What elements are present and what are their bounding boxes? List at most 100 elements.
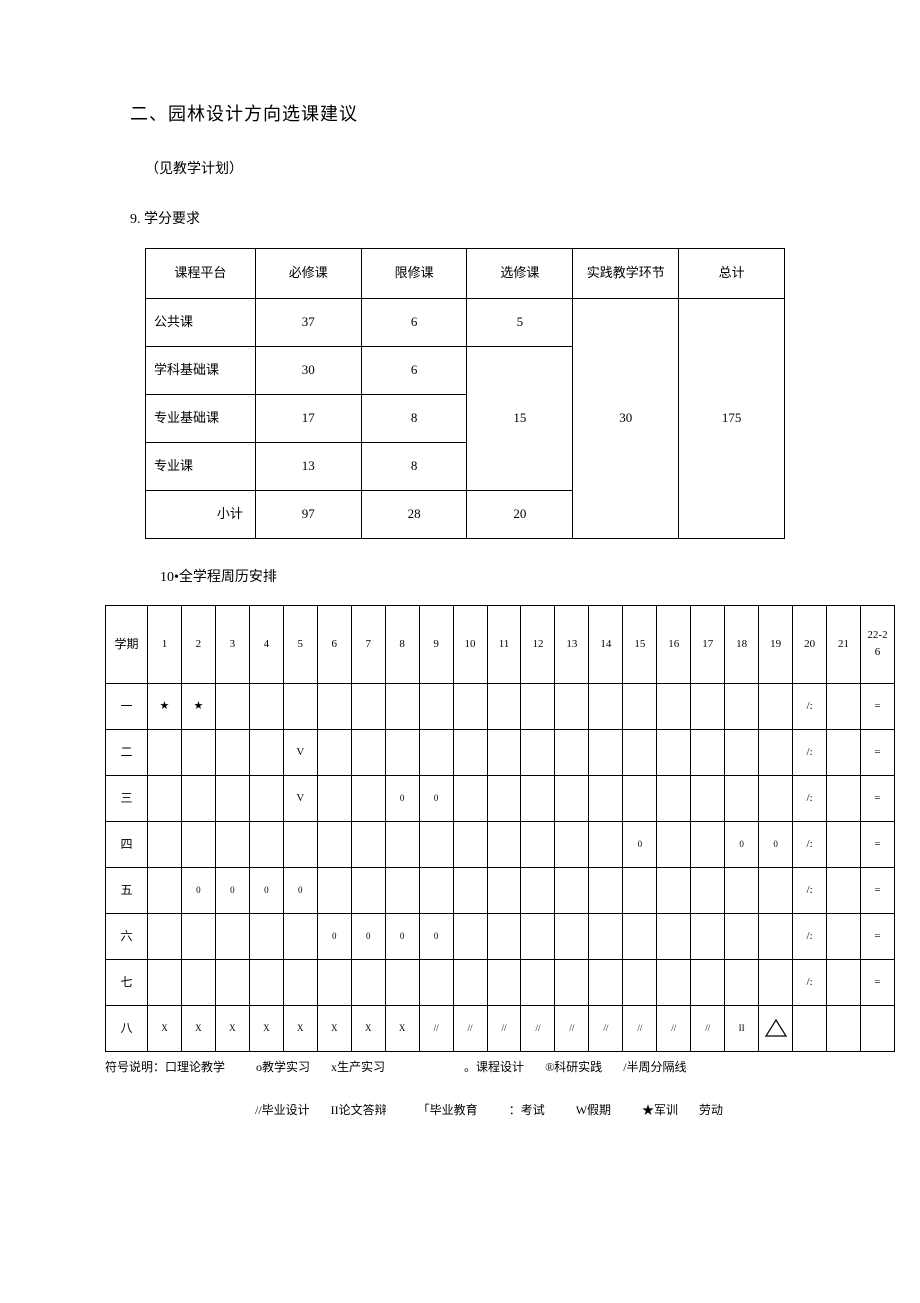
schedule-cell [487, 959, 521, 1005]
schedule-cell: // [555, 1005, 589, 1051]
schedule-cell [148, 821, 182, 867]
credits-cell: 13 [255, 442, 361, 490]
schedule-week-header: 3 [215, 605, 249, 683]
credits-cell: 37 [255, 298, 361, 346]
schedule-cell [181, 775, 215, 821]
schedule-row: 八XXXXXXXX//////////////////II [106, 1005, 895, 1051]
legend-item: W假期 [576, 1103, 611, 1117]
credits-header-cell: 限修课 [361, 248, 467, 298]
schedule-cell: V [283, 775, 317, 821]
credits-cell: 6 [361, 298, 467, 346]
schedule-week-header: 20 [793, 605, 827, 683]
schedule-cell: // [419, 1005, 453, 1051]
schedule-cell [589, 913, 623, 959]
schedule-cell: /: [793, 913, 827, 959]
schedule-term-cell: 一 [106, 683, 148, 729]
legend-line-1: 符号说明：口理论教学 o教学实习 x生产实习 。课程设计 ®科研实践 /半周分隔… [105, 1058, 850, 1077]
schedule-week-header: 4 [249, 605, 283, 683]
schedule-term-cell: 四 [106, 821, 148, 867]
schedule-cell [487, 913, 521, 959]
schedule-cell [453, 775, 487, 821]
schedule-cell [827, 821, 861, 867]
schedule-cell: ★ [181, 683, 215, 729]
schedule-cell: = [861, 683, 895, 729]
schedule-cell [385, 729, 419, 775]
schedule-cell [317, 683, 351, 729]
schedule-cell [215, 821, 249, 867]
schedule-cell [385, 959, 419, 1005]
schedule-cell: // [487, 1005, 521, 1051]
schedule-cell [657, 683, 691, 729]
schedule-cell [215, 959, 249, 1005]
schedule-cell: /: [793, 867, 827, 913]
triangle-icon [759, 1005, 793, 1051]
schedule-cell [623, 729, 657, 775]
schedule-cell [521, 683, 555, 729]
schedule-cell [215, 775, 249, 821]
credits-header-row: 课程平台 必修课 限修课 选修课 实践教学环节 总计 [146, 248, 785, 298]
schedule-row: 一★★/:= [106, 683, 895, 729]
credits-elective-merged: 15 [467, 346, 573, 490]
schedule-cell [827, 1005, 861, 1051]
schedule-cell [691, 959, 725, 1005]
schedule-cell [657, 913, 691, 959]
schedule-term-cell: 五 [106, 867, 148, 913]
schedule-cell [487, 729, 521, 775]
schedule-cell [589, 959, 623, 1005]
schedule-cell [691, 821, 725, 867]
schedule-week-header: 5 [283, 605, 317, 683]
schedule-cell: 0 [215, 867, 249, 913]
credits-total-cell: 175 [679, 298, 785, 538]
schedule-cell [725, 867, 759, 913]
schedule-header-row: 学期 12345678910111213141516171819202122-2… [106, 605, 895, 683]
legend-item: x生产实习 [331, 1060, 385, 1074]
schedule-cell [317, 959, 351, 1005]
legend-item: 。课程设计 [464, 1060, 524, 1074]
credits-cell: 8 [361, 442, 467, 490]
schedule-cell [555, 683, 589, 729]
schedule-cell [385, 821, 419, 867]
schedule-row: 三V00/:= [106, 775, 895, 821]
schedule-week-header: 18 [725, 605, 759, 683]
schedule-cell [657, 821, 691, 867]
schedule-cell: II [725, 1005, 759, 1051]
schedule-cell [283, 683, 317, 729]
schedule-cell: = [861, 821, 895, 867]
schedule-cell [691, 913, 725, 959]
schedule-row: 五0000/:= [106, 867, 895, 913]
schedule-cell [827, 959, 861, 1005]
schedule-cell [249, 683, 283, 729]
schedule-cell [487, 775, 521, 821]
schedule-cell [419, 821, 453, 867]
schedule-cell: X [385, 1005, 419, 1051]
schedule-week-header: 6 [317, 605, 351, 683]
credits-row: 公共课 37 6 5 30 175 [146, 298, 785, 346]
schedule-cell [589, 729, 623, 775]
schedule-cell [725, 775, 759, 821]
schedule-cell [351, 959, 385, 1005]
schedule-cell [148, 913, 182, 959]
schedule-cell: = [861, 867, 895, 913]
schedule-cell [657, 729, 691, 775]
schedule-cell [759, 683, 793, 729]
legend-item: ★军训 [642, 1103, 678, 1117]
schedule-cell [351, 729, 385, 775]
schedule-cell [555, 867, 589, 913]
legend-item: /半周分隔线 [623, 1060, 686, 1074]
schedule-cell [351, 821, 385, 867]
schedule-cell [419, 683, 453, 729]
schedule-week-header: 10 [453, 605, 487, 683]
schedule-cell [725, 913, 759, 959]
schedule-week-header: 22-2 6 [861, 605, 895, 683]
schedule-cell [861, 1005, 895, 1051]
schedule-week-header: 17 [691, 605, 725, 683]
legend-item: 劳动 [699, 1103, 723, 1117]
credits-cell: 6 [361, 346, 467, 394]
credits-row-label: 公共课 [146, 298, 256, 346]
schedule-cell [827, 683, 861, 729]
credits-practice-cell: 30 [573, 298, 679, 538]
credits-header-cell: 总计 [679, 248, 785, 298]
schedule-cell: 0 [419, 775, 453, 821]
schedule-cell [521, 959, 555, 1005]
schedule-term-cell: 三 [106, 775, 148, 821]
